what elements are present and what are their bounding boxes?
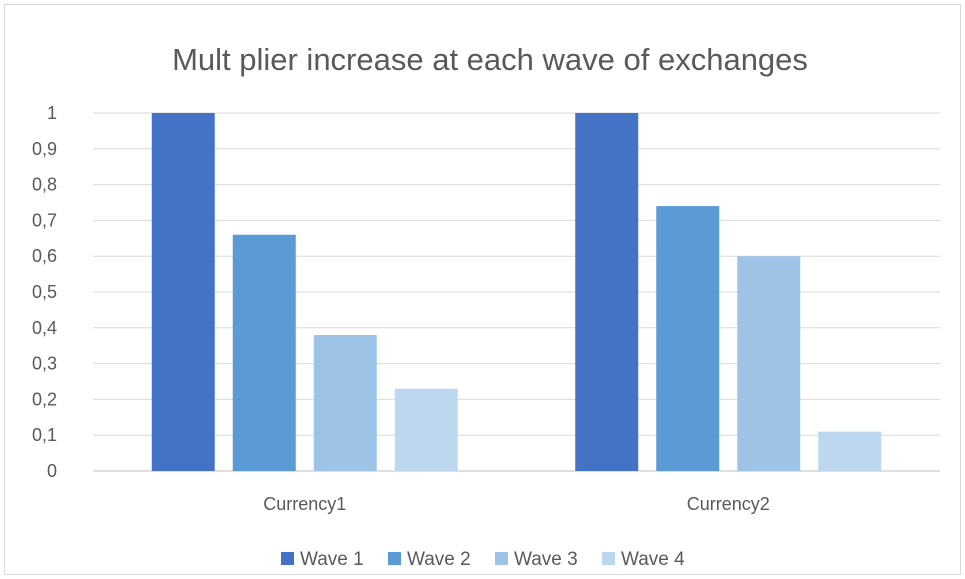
- y-tick-label: 0,7: [32, 210, 57, 230]
- legend-label: Wave 2: [407, 549, 471, 570]
- legend-label: Wave 1: [300, 549, 364, 570]
- legend-swatch: [388, 552, 401, 565]
- bar: [656, 206, 720, 471]
- y-tick-label: 0,5: [32, 282, 57, 302]
- legend-label: Wave 3: [514, 549, 578, 570]
- y-tick-label: 0,8: [32, 175, 57, 195]
- y-tick-label: 0: [47, 461, 57, 481]
- y-tick-label: 0,2: [32, 389, 57, 409]
- bar: [818, 431, 882, 471]
- bar: [394, 388, 458, 471]
- bars: [151, 113, 882, 471]
- bar: [575, 113, 639, 471]
- y-tick-label: 0,3: [32, 354, 57, 374]
- legend-label: Wave 4: [621, 549, 685, 570]
- chart-title: Mult plier increase at each wave of exch…: [172, 42, 808, 77]
- y-tick-label: 0,6: [32, 246, 57, 266]
- bar: [232, 234, 296, 471]
- bar: [737, 256, 801, 471]
- legend-swatch: [495, 552, 508, 565]
- x-category-label: Currency1: [263, 494, 346, 514]
- y-tick-label: 0,9: [32, 139, 57, 159]
- legend: Wave 1 Wave 2 Wave 3 Wave 4: [281, 549, 685, 570]
- bar: [313, 334, 377, 471]
- x-category-label: Currency2: [687, 494, 770, 514]
- chart-frame: [4, 4, 961, 575]
- bar: [151, 113, 215, 471]
- y-tick-label: 0,1: [32, 425, 57, 445]
- legend-swatch: [602, 552, 615, 565]
- y-tick-label: 1: [47, 103, 57, 123]
- y-tick-label: 0,4: [32, 318, 57, 338]
- legend-swatch: [281, 552, 294, 565]
- y-axis-tick-labels: 0 0,1 0,2 0,3 0,4 0,5 0,6 0,7 0,8 0,9 1: [32, 103, 57, 481]
- x-axis-category-labels: Currency1 Currency2: [263, 494, 770, 514]
